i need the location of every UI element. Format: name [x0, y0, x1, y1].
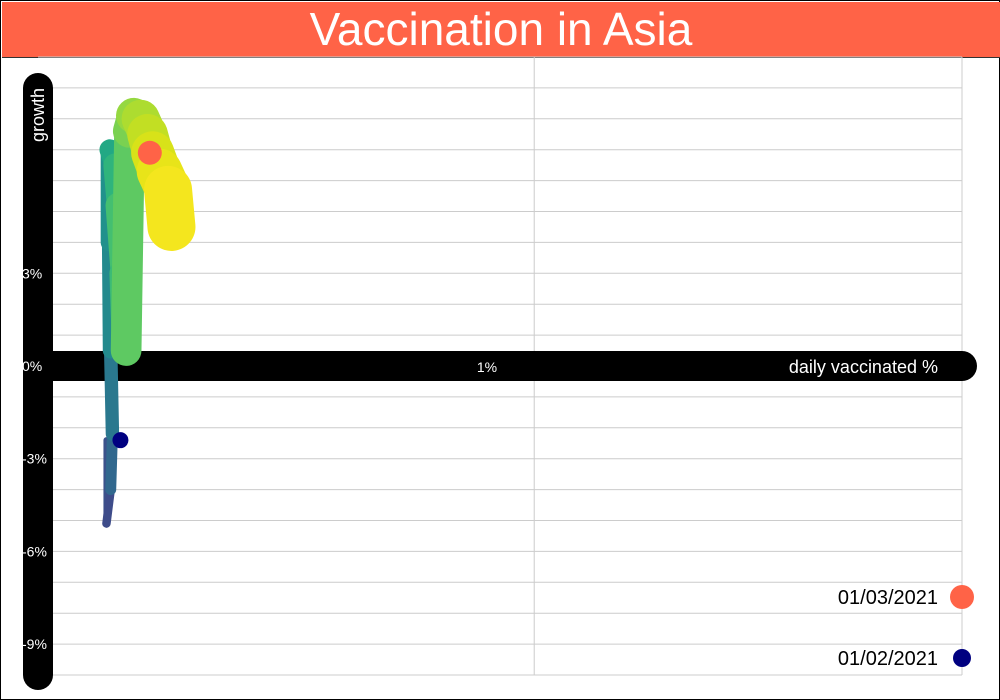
y-tick-label: -3% [22, 451, 47, 467]
y-tick-label: -6% [22, 543, 47, 559]
title-bar: Vaccination in Asia [2, 2, 1000, 58]
trail-segment [144, 165, 196, 251]
chart-title: Vaccination in Asia [309, 3, 693, 55]
y-tick-label: -9% [22, 636, 47, 652]
x-tick-label: 1% [477, 359, 497, 375]
y-tick-label: 0% [22, 358, 42, 374]
legend-label: 01/02/2021 [838, 648, 938, 670]
x-axis-label: daily vaccinated % [789, 357, 938, 377]
y-tick-label: 3% [22, 265, 42, 281]
trail-segment [104, 343, 120, 441]
legend-marker [950, 585, 974, 609]
legend-label: 01/03/2021 [838, 587, 938, 609]
y-axis-label: growth [28, 88, 48, 142]
date-marker [112, 432, 129, 449]
legend-marker [953, 649, 971, 667]
trail-segment [105, 428, 118, 496]
trail-segment [110, 115, 145, 366]
date-marker [137, 140, 162, 165]
trail-segment [102, 485, 115, 528]
